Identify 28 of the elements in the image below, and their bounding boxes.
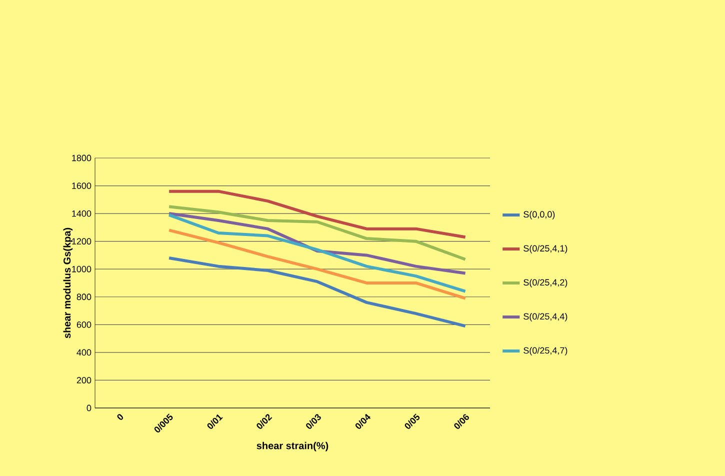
y-tick-label: 1600 — [72, 182, 92, 189]
y-tick-label: 600 — [76, 321, 92, 328]
legend-label: S(0/25,4,7) — [524, 347, 568, 356]
y-tick-label: 1400 — [72, 210, 92, 217]
line-series — [168, 228, 467, 300]
y-tick-label: 1200 — [72, 238, 92, 245]
x-axis-title: shear strain(%) — [256, 442, 328, 452]
legend-label: S(0,0,0) — [524, 210, 555, 220]
y-tick-label: 1000 — [72, 266, 92, 272]
legend-label: S(0/25,4,4) — [524, 312, 568, 322]
line-series — [168, 213, 467, 293]
x-tick-label: 0/01 — [207, 414, 223, 429]
line-series — [168, 205, 467, 261]
line-series — [168, 190, 467, 239]
line-series — [168, 256, 467, 328]
x-tick-label: 0 — [117, 414, 124, 420]
y-tick-label: 800 — [76, 294, 92, 300]
x-tick-label: 0/02 — [256, 414, 272, 429]
y-tick-label: 400 — [76, 349, 92, 356]
x-tick-label: 0/03 — [306, 414, 321, 429]
y-tick-label: 200 — [76, 377, 92, 384]
legend-label: S(0/25,4,1) — [524, 244, 568, 254]
x-tick-label: 0/04 — [355, 414, 371, 429]
x-tick-label: 0/06 — [454, 414, 469, 429]
legend-label: S(0/25,4,2) — [524, 278, 568, 288]
y-tick-label: 1800 — [72, 154, 92, 162]
y-tick-label: 0 — [86, 404, 92, 412]
y-axis-title: shear modulus Gs(kpa) — [63, 228, 73, 338]
